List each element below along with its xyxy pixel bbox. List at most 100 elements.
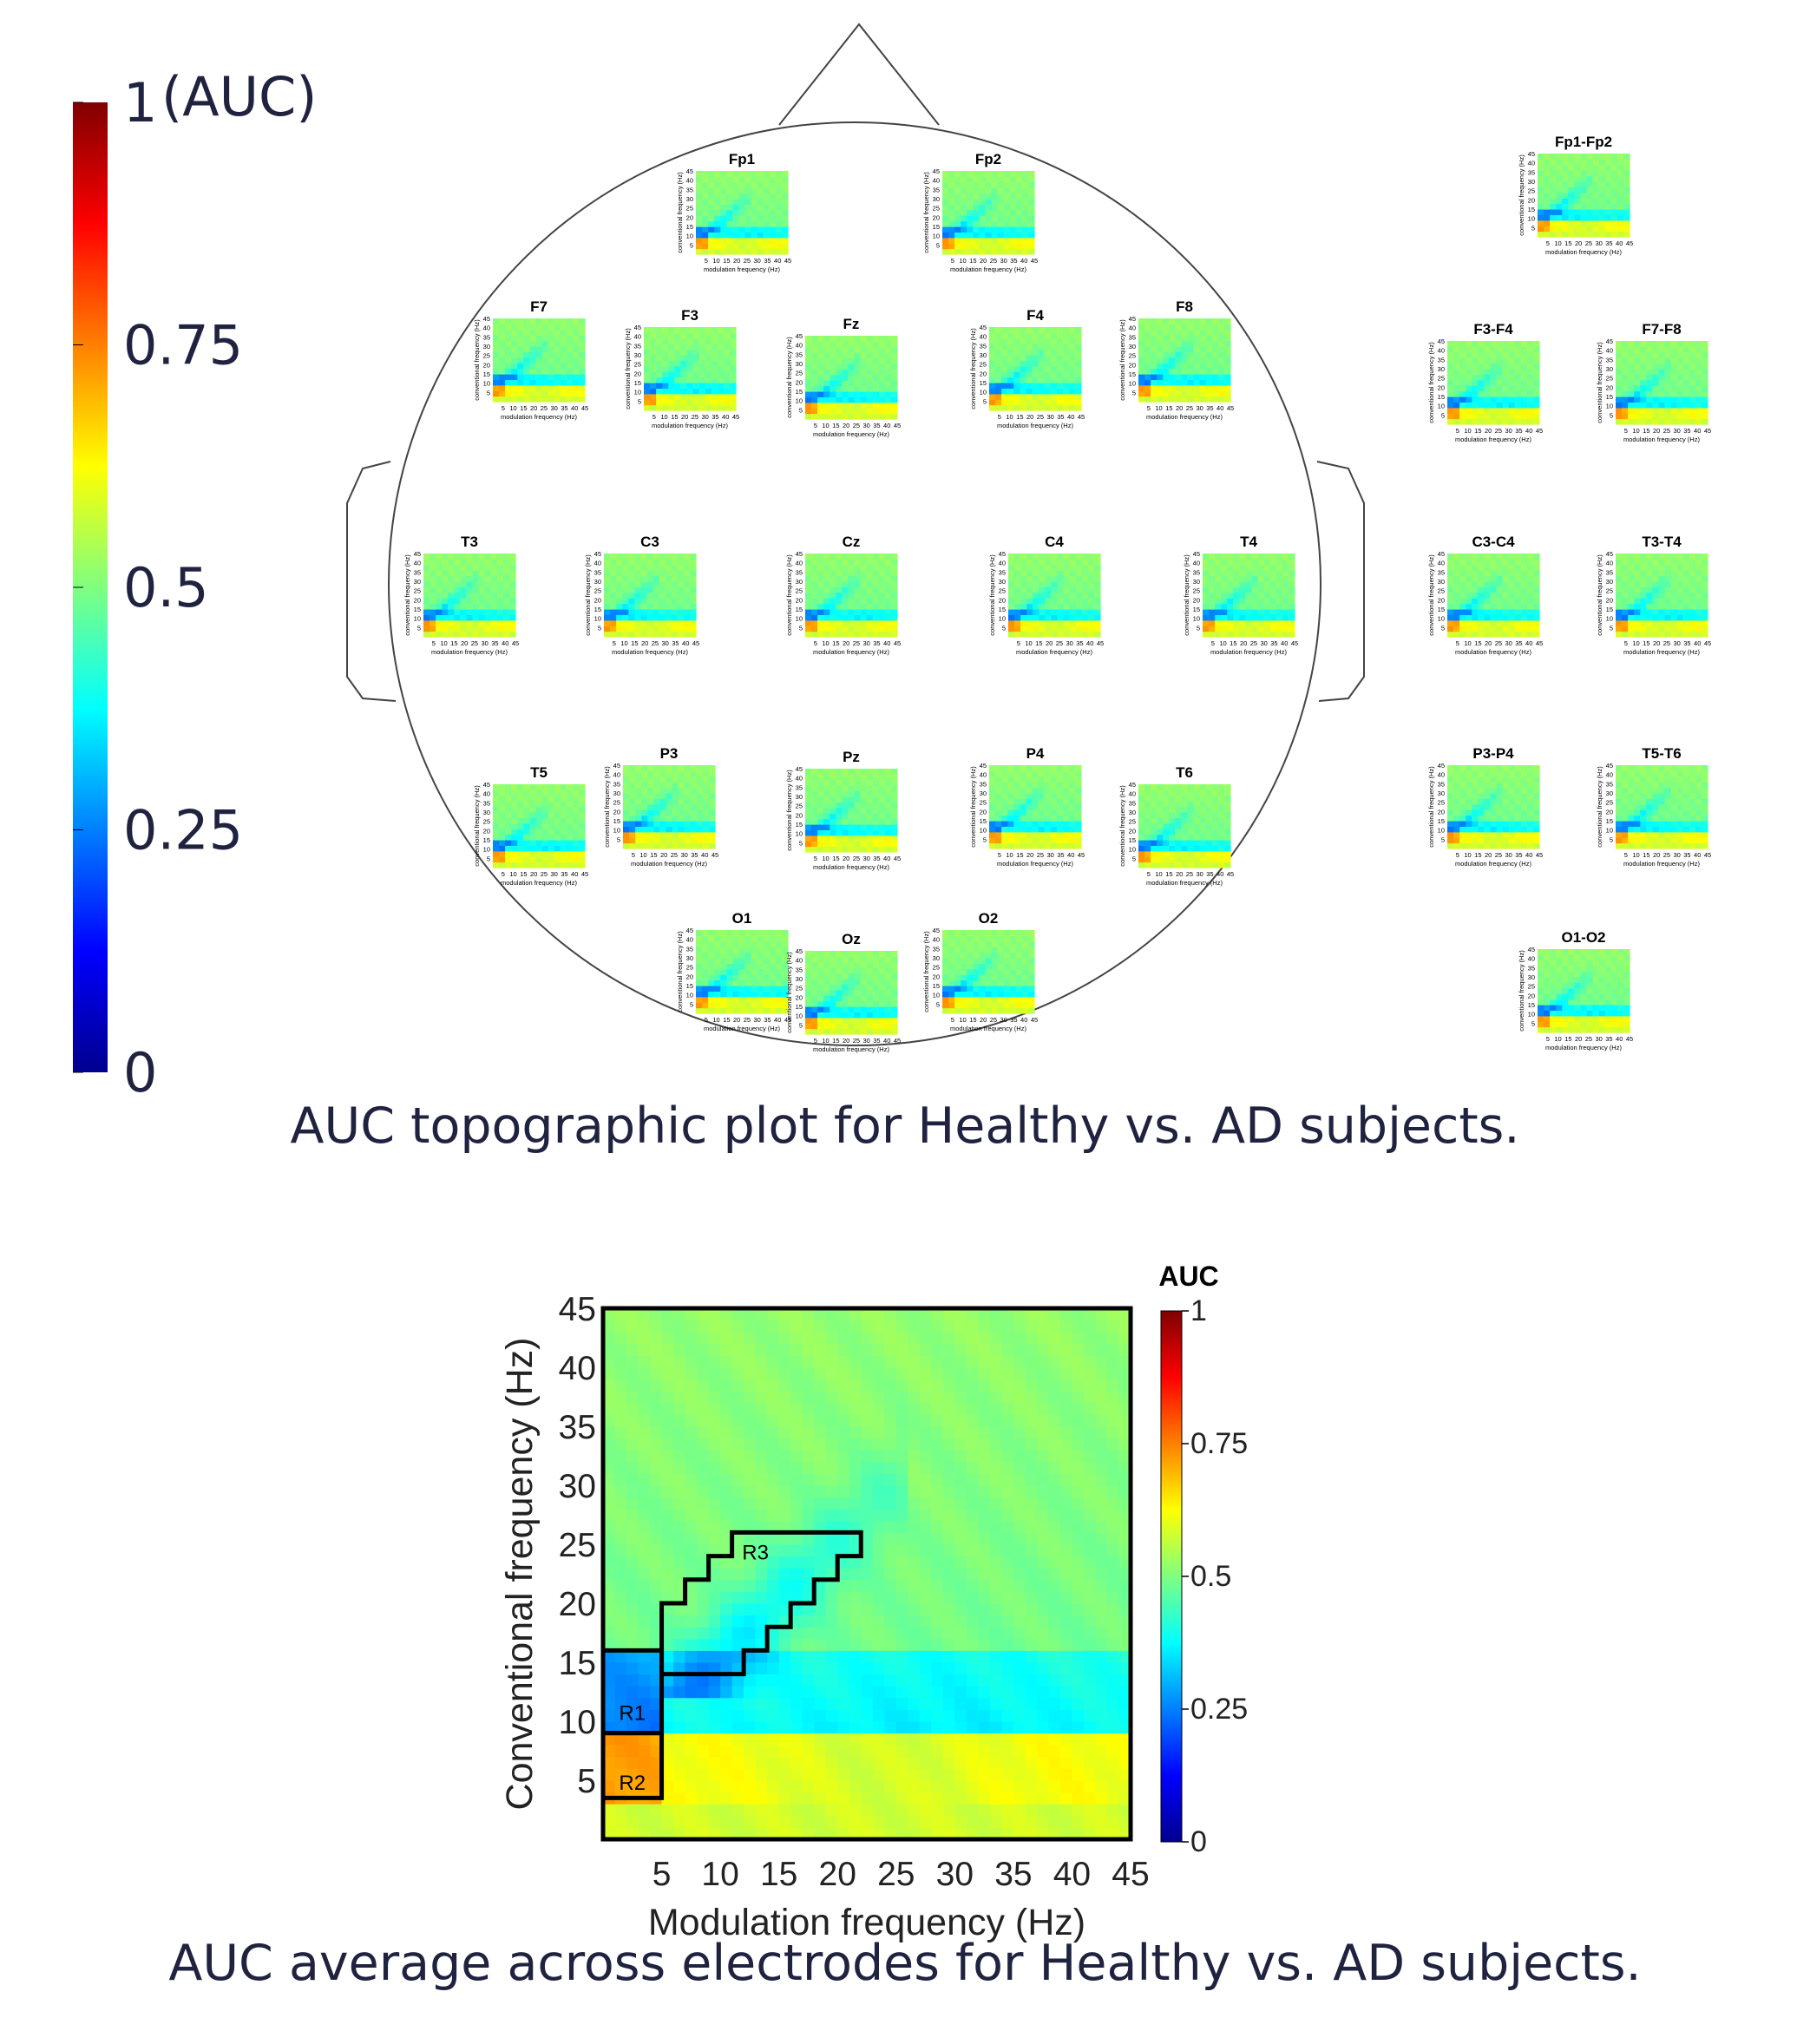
electrode-cell xyxy=(702,809,710,816)
electrode-cell xyxy=(744,209,752,216)
electrode-cell xyxy=(848,984,856,991)
electrode-cell xyxy=(472,564,480,571)
electrode-cell xyxy=(726,232,733,239)
electrode-cell xyxy=(817,973,824,979)
electrode-cell xyxy=(505,850,512,857)
electrode-cell xyxy=(848,374,856,381)
electrode-cell xyxy=(548,379,555,386)
electrode-x-tick: 35 xyxy=(764,257,771,265)
electrode-cell xyxy=(738,237,746,244)
electrode-cell xyxy=(578,795,586,802)
electrode-cell xyxy=(505,856,512,863)
electrode-cell xyxy=(848,391,856,397)
electrode-cell xyxy=(1205,784,1213,790)
electrode-cell xyxy=(726,974,733,981)
electrode-y-tick: 15 xyxy=(483,836,490,844)
electrode-cell xyxy=(696,776,704,783)
electrode-cell xyxy=(1044,377,1052,383)
electrode-cell xyxy=(854,575,862,582)
electrode-cell xyxy=(751,204,758,211)
electrode-cell xyxy=(866,374,874,381)
electrode-cell xyxy=(511,396,518,403)
electrode-cell xyxy=(1209,609,1216,615)
electrode-cell xyxy=(616,575,623,582)
electrode-y-tick: 45 xyxy=(1129,781,1136,789)
electrode-cell xyxy=(890,790,898,797)
electrode-cell xyxy=(686,393,694,400)
electrode-cell xyxy=(1075,559,1083,566)
electrode-cell xyxy=(610,559,617,566)
electrode-cell xyxy=(823,956,830,963)
electrode-cell xyxy=(714,226,721,233)
electrode-cell xyxy=(1233,570,1240,577)
electrode-cell xyxy=(830,336,836,342)
electrode-cell xyxy=(1138,390,1145,397)
electrode-x-tick: 35 xyxy=(1206,870,1213,878)
electrode-cell xyxy=(732,963,740,970)
electrode-cell xyxy=(1056,782,1064,789)
electrode-cell xyxy=(842,559,849,566)
electrode-cell xyxy=(717,327,725,333)
electrode-cell xyxy=(548,396,555,403)
electrode-cell xyxy=(1269,598,1277,605)
electrode-y-tick: 10 xyxy=(634,389,641,396)
electrode-cell xyxy=(668,383,675,389)
electrode-cell xyxy=(1151,318,1157,324)
electrode-cell xyxy=(1062,383,1070,389)
electrode-cell xyxy=(1038,821,1046,827)
electrode-cell xyxy=(866,774,874,781)
electrode-cell xyxy=(502,575,510,582)
electrode-cell xyxy=(738,1007,746,1014)
electrode-cell xyxy=(478,609,486,615)
electrode-cell xyxy=(554,789,561,796)
electrode-cell xyxy=(720,1002,727,1009)
electrode-cell xyxy=(811,336,818,342)
electrode-y-tick: 45 xyxy=(980,324,987,331)
electrode-cell xyxy=(823,1017,830,1024)
electrode-cell xyxy=(1003,248,1011,255)
electrode-cell xyxy=(640,575,648,582)
electrode-cell xyxy=(653,570,660,577)
electrode-cell xyxy=(641,787,648,794)
electrode-cell xyxy=(1020,626,1027,632)
electrode-cell xyxy=(732,930,740,936)
electrode-cell xyxy=(541,357,549,364)
electrode-x-tick: 25 xyxy=(692,413,698,421)
electrode-cell xyxy=(665,609,672,615)
electrode-cell xyxy=(698,388,706,395)
electrode-cell xyxy=(1233,609,1240,615)
electrode-cell xyxy=(811,402,818,409)
electrode-cell xyxy=(836,979,843,985)
electrode-cell xyxy=(523,379,530,386)
electrode-cell xyxy=(1211,812,1219,818)
electrode-cell xyxy=(1263,609,1271,615)
electrode-cell xyxy=(535,363,543,370)
electrode-cell xyxy=(634,554,641,560)
electrode-cell xyxy=(860,973,868,979)
electrode-cell xyxy=(1027,991,1035,998)
electrode-cell xyxy=(1169,335,1176,342)
electrode-cell xyxy=(1044,344,1052,350)
electrode-cell xyxy=(460,564,468,571)
electrode-cell xyxy=(1069,631,1077,638)
electrode-cell xyxy=(517,374,524,380)
electrode-cell xyxy=(499,817,506,824)
electrode-cell xyxy=(1033,586,1039,593)
electrode-cell xyxy=(805,413,812,420)
electrode-cell xyxy=(1163,357,1170,364)
electrode-cell xyxy=(848,1017,856,1024)
electrode-cell xyxy=(781,952,789,959)
electrode-cell xyxy=(979,940,987,947)
electrode-cell xyxy=(1056,787,1064,794)
electrode-cell xyxy=(1199,357,1207,364)
electrode-y-tick: 40 xyxy=(796,957,803,965)
electrode-cell xyxy=(668,327,675,333)
electrode-cell xyxy=(848,352,856,359)
electrode-cell xyxy=(672,821,679,827)
electrode-cell xyxy=(1181,784,1189,790)
electrode-cell xyxy=(641,770,648,777)
electrode-cell xyxy=(1081,554,1089,560)
electrode-cell xyxy=(1138,351,1145,358)
electrode-cell xyxy=(641,815,648,822)
electrode-cell xyxy=(1193,329,1201,336)
